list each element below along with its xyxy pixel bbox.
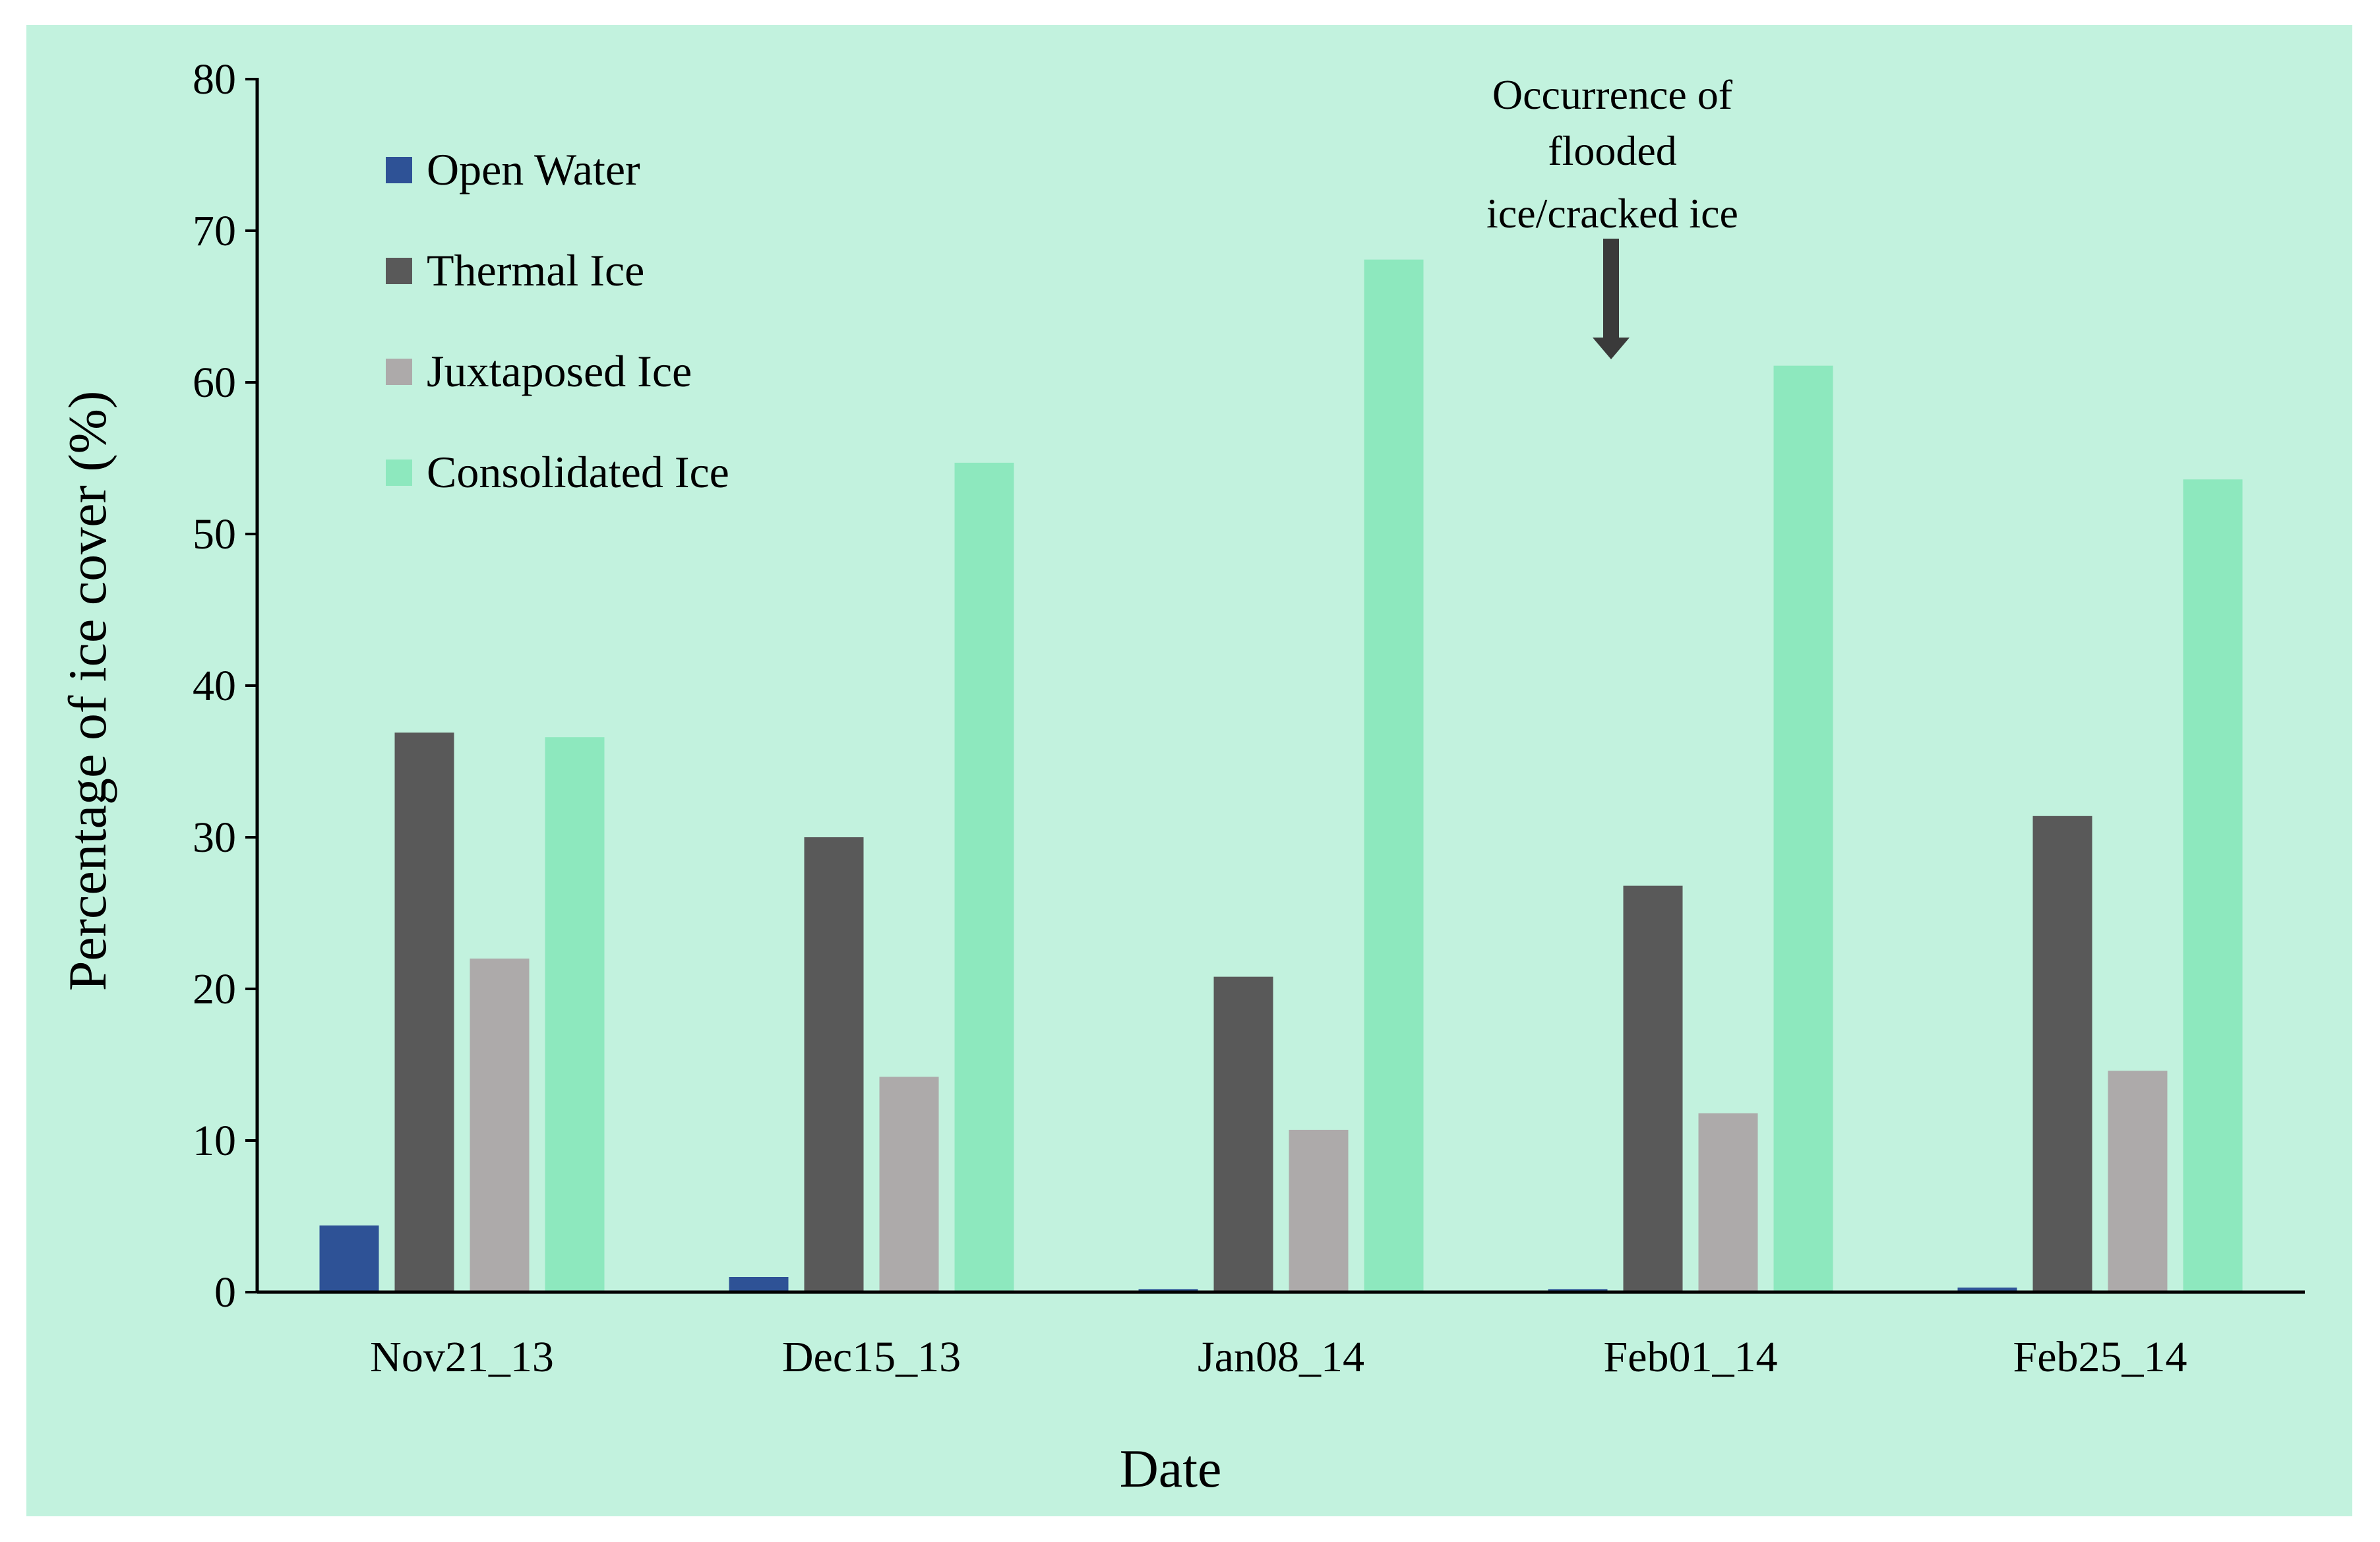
- legend-label: Open Water: [427, 144, 640, 194]
- y-tick-label: 40: [193, 662, 236, 710]
- y-tick-label: 10: [193, 1117, 236, 1165]
- x-tick-label: Nov21_13: [370, 1333, 554, 1381]
- bar-juxtaposed-ice-feb25_14: [2108, 1071, 2168, 1292]
- y-tick-label: 20: [193, 965, 236, 1013]
- y-tick-label: 60: [193, 359, 236, 407]
- legend-label: Consolidated Ice: [427, 447, 729, 497]
- bar-consolidated-ice-feb01_14: [1773, 365, 1833, 1293]
- x-tick-label: Jan08_14: [1198, 1333, 1364, 1381]
- bar-thermal-ice-dec15_13: [804, 837, 864, 1292]
- bar-juxtaposed-ice-jan08_14: [1289, 1129, 1349, 1292]
- y-tick-label: 30: [193, 814, 236, 862]
- bar-thermal-ice-nov21_13: [394, 732, 454, 1292]
- y-axis-ticks: 0 10 20 30 40 50 60 70 80: [193, 55, 257, 1317]
- annotation-line-3: ice/cracked ice: [1486, 190, 1738, 237]
- bar-juxtaposed-ice-dec15_13: [879, 1077, 939, 1292]
- bar-thermal-ice-feb25_14: [2032, 815, 2092, 1292]
- bar-open-water-feb25_14: [1957, 1288, 2017, 1292]
- legend: Open Water Thermal Ice Juxtaposed Ice Conso…: [386, 144, 729, 497]
- x-tick-label: Feb25_14: [2013, 1333, 2187, 1381]
- bar-consolidated-ice-dec15_13: [954, 462, 1014, 1292]
- x-tick-label: Feb01_14: [1604, 1333, 1778, 1381]
- legend-label: Juxtaposed Ice: [427, 346, 692, 396]
- x-axis-title: Date: [1120, 1438, 1222, 1498]
- bar-thermal-ice-feb01_14: [1623, 885, 1683, 1292]
- annotation-line-1: Occurrence of: [1492, 71, 1733, 118]
- y-tick-label: 80: [193, 55, 236, 104]
- bars-group: [319, 259, 2243, 1293]
- bar-thermal-ice-jan08_14: [1213, 976, 1273, 1292]
- y-tick-label: 70: [193, 207, 236, 255]
- x-axis-ticks: Nov21_13 Dec15_13 Jan08_14 Feb01_14 Feb25_14: [370, 1333, 2187, 1381]
- bar-consolidated-ice-jan08_14: [1364, 259, 1424, 1293]
- bar-consolidated-ice-feb25_14: [2183, 479, 2243, 1293]
- bar-open-water-dec15_13: [729, 1277, 789, 1292]
- y-axis-title: Percentage of ice cover (%): [57, 391, 117, 992]
- legend-label: Thermal Ice: [427, 245, 644, 295]
- legend-swatch: [386, 157, 412, 183]
- y-tick-label: 0: [214, 1268, 236, 1317]
- bar-juxtaposed-ice-feb01_14: [1698, 1113, 1758, 1292]
- y-tick-label: 50: [193, 510, 236, 558]
- bar-juxtaposed-ice-nov21_13: [470, 959, 530, 1292]
- legend-swatch: [386, 460, 412, 486]
- legend-swatch: [386, 359, 412, 385]
- flooded-ice-annotation: Occurrence of flooded ice/cracked ice: [1486, 71, 1738, 359]
- x-tick-label: Dec15_13: [782, 1333, 961, 1381]
- legend-swatch: [386, 258, 412, 284]
- down-arrow-icon: [1593, 239, 1630, 359]
- bar-consolidated-ice-nov21_13: [545, 737, 605, 1292]
- bar-open-water-nov21_13: [319, 1225, 379, 1292]
- annotation-line-2: flooded: [1548, 127, 1677, 174]
